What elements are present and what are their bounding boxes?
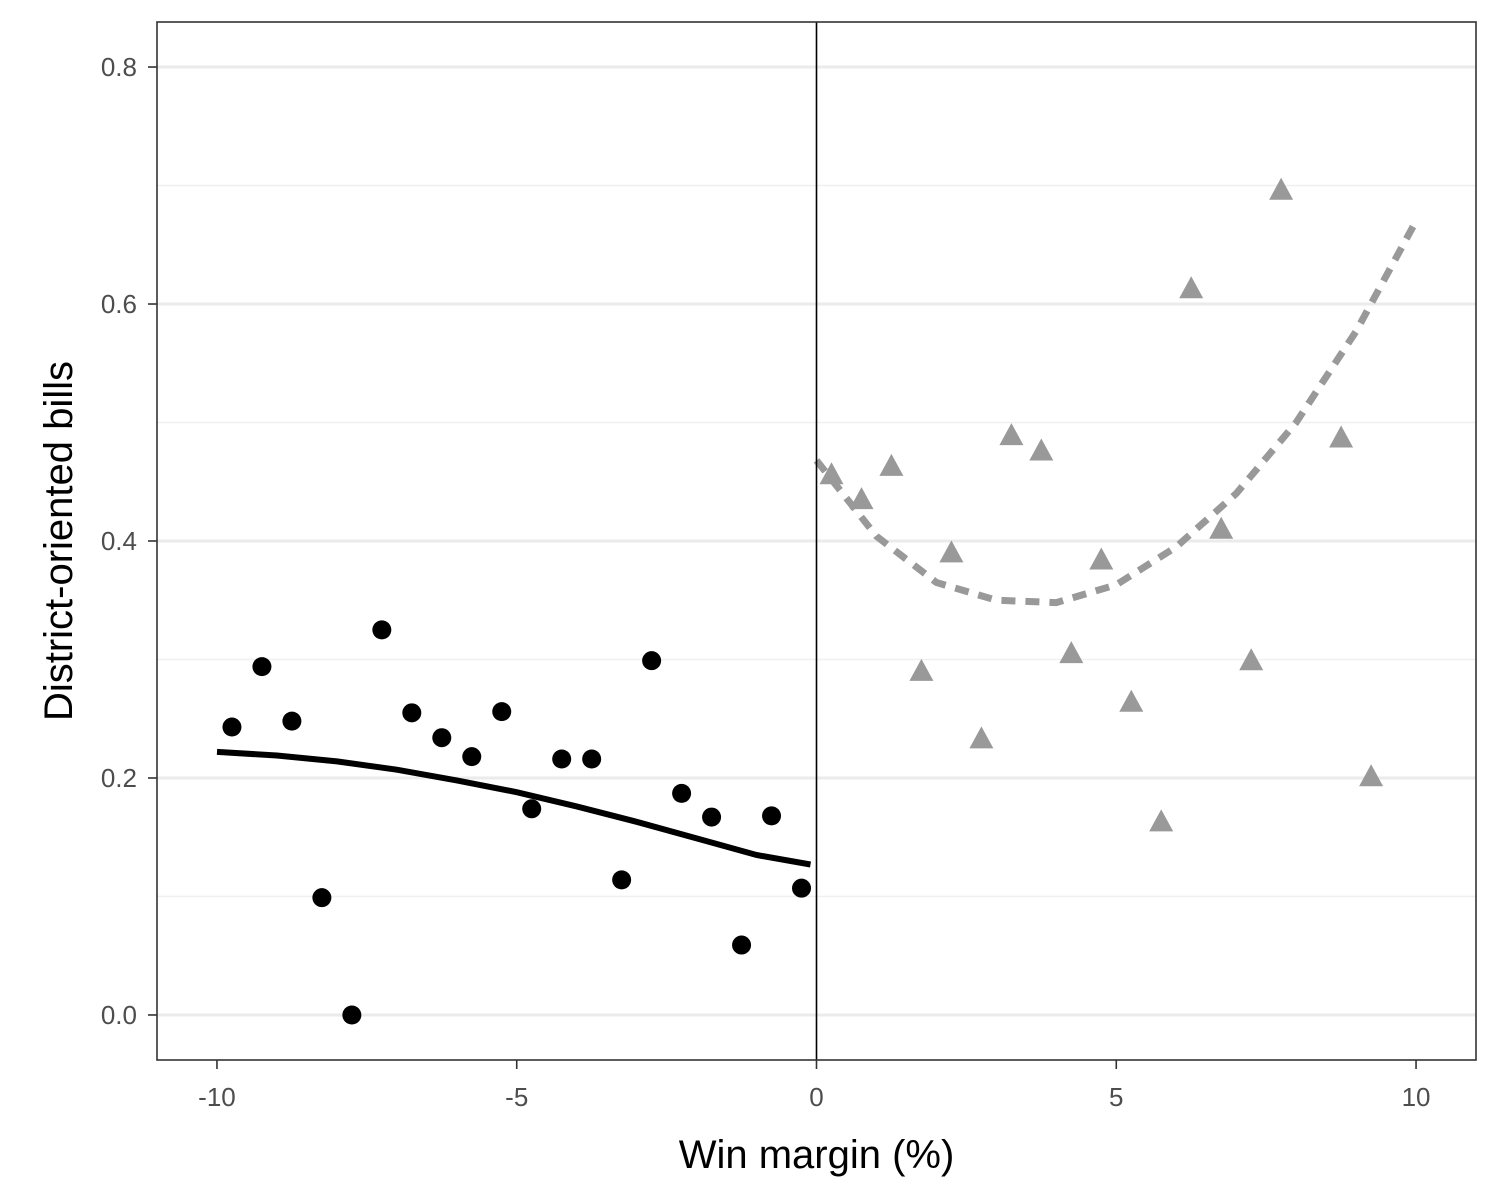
- data-point-circle: [462, 747, 482, 767]
- data-point-triangle: [1149, 809, 1174, 832]
- data-point-circle: [612, 870, 632, 890]
- data-point-triangle: [819, 462, 844, 485]
- data-point-triangle: [1029, 438, 1054, 461]
- data-point-triangle: [939, 540, 964, 563]
- y-axis: 0.0 0.2 0.4 0.6 0.8: [101, 52, 157, 1030]
- data-point-circle: [432, 728, 452, 748]
- x-tick-label: 5: [1109, 1082, 1123, 1112]
- data-point-circle: [672, 783, 692, 803]
- data-point-triangle: [999, 423, 1024, 446]
- data-points: [222, 177, 1384, 1025]
- data-point-circle: [582, 749, 602, 769]
- y-tick-label: 0.6: [101, 289, 137, 319]
- fit-lines: [216, 219, 1420, 868]
- data-point-circle: [312, 888, 332, 908]
- data-point-circle: [372, 620, 392, 640]
- x-tick-label: 0: [809, 1082, 823, 1112]
- data-point-triangle: [909, 658, 934, 681]
- data-point-circle: [762, 806, 782, 826]
- data-point-triangle: [1359, 764, 1384, 787]
- data-point-circle: [402, 703, 422, 723]
- y-tick-label: 0.0: [101, 1000, 137, 1030]
- data-point-circle: [732, 935, 752, 955]
- data-point-triangle: [1179, 276, 1204, 299]
- data-point-circle: [642, 651, 662, 671]
- data-point-triangle: [969, 726, 994, 749]
- fit-line-dashed: [813, 219, 1420, 607]
- data-point-triangle: [1059, 641, 1084, 664]
- data-point-triangle: [1089, 547, 1114, 570]
- data-point-triangle: [1209, 516, 1234, 539]
- y-tick-label: 0.8: [101, 52, 137, 82]
- fit-line-solid: [216, 748, 812, 868]
- y-tick-label: 0.2: [101, 763, 137, 793]
- data-point-circle: [552, 749, 572, 769]
- data-point-circle: [222, 717, 242, 737]
- x-tick-label: 10: [1402, 1082, 1431, 1112]
- data-point-circle: [342, 1005, 362, 1025]
- data-point-circle: [492, 702, 512, 722]
- data-point-triangle: [849, 487, 874, 510]
- data-point-circle: [702, 807, 722, 827]
- data-point-triangle: [1119, 689, 1144, 712]
- data-point-triangle: [1239, 648, 1264, 671]
- data-point-circle: [282, 711, 302, 731]
- x-axis: -10 -5 0 5 10: [198, 1060, 1431, 1112]
- data-point-triangle: [1269, 177, 1294, 200]
- x-tick-label: -10: [198, 1082, 236, 1112]
- x-tick-label: -5: [505, 1082, 528, 1112]
- y-axis-title: District-oriented bills: [37, 361, 81, 721]
- data-point-triangle: [879, 453, 904, 476]
- y-tick-label: 0.4: [101, 526, 137, 556]
- data-point-triangle: [1329, 425, 1354, 448]
- data-point-circle: [252, 657, 272, 677]
- x-axis-title: Win margin (%): [679, 1133, 955, 1177]
- data-point-circle: [522, 799, 542, 819]
- data-point-circle: [792, 878, 812, 898]
